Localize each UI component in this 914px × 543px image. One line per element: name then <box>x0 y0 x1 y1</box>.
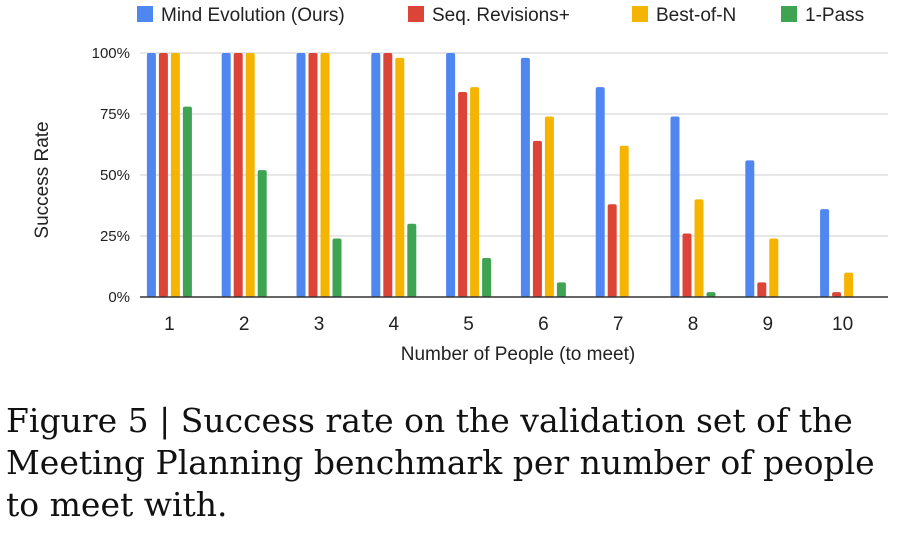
legend-swatch <box>408 6 424 22</box>
legend-swatch <box>137 6 153 22</box>
x-tick-label: 5 <box>463 314 474 335</box>
bar-seq-revisions--10 <box>832 292 842 297</box>
x-tick-label: 7 <box>613 314 624 335</box>
bar-mind-evolution-ours--4 <box>371 53 381 297</box>
bar-mind-evolution-ours--2 <box>221 53 231 297</box>
x-tick-label: 2 <box>239 314 250 335</box>
bar-best-of-n-7 <box>619 145 629 297</box>
bar-best-of-n-4 <box>395 57 405 297</box>
bar-mind-evolution-ours--10 <box>820 209 830 297</box>
bar-1-pass-8 <box>706 292 716 297</box>
x-tick-label: 8 <box>688 314 699 335</box>
bar-best-of-n-1 <box>170 53 180 297</box>
bar-mind-evolution-ours--6 <box>520 57 530 297</box>
figure-caption: Figure 5 | Success rate on the validatio… <box>6 400 911 526</box>
x-axis-title: Number of People (to meet) <box>401 344 635 365</box>
bar-1-pass-5 <box>482 257 492 297</box>
bar-1-pass-3 <box>332 238 342 297</box>
y-tick-label: 0% <box>108 289 130 306</box>
legend-label: 1-Pass <box>805 5 864 26</box>
bar-best-of-n-5 <box>470 87 480 297</box>
bar-mind-evolution-ours--8 <box>670 116 680 297</box>
bar-mind-evolution-ours--3 <box>296 53 306 297</box>
y-tick-label: 50% <box>100 167 130 184</box>
bar-mind-evolution-ours--7 <box>595 87 605 297</box>
x-tick-label: 10 <box>832 314 853 335</box>
x-tick-label: 1 <box>164 314 175 335</box>
legend-swatch <box>781 6 797 22</box>
bar-mind-evolution-ours--5 <box>446 53 456 297</box>
bar-best-of-n-9 <box>769 238 779 297</box>
legend-label: Best-of-N <box>656 5 736 26</box>
bar-seq-revisions--7 <box>607 204 617 297</box>
x-tick-label: 6 <box>538 314 549 335</box>
x-tick-label: 9 <box>763 314 774 335</box>
legend-swatch <box>632 6 648 22</box>
bar-mind-evolution-ours--1 <box>146 53 156 297</box>
bar-seq-revisions--2 <box>233 53 243 297</box>
bar-chart: 0% 25% 50% 75% 100% 1 2 3 4 5 6 7 8 9 10 Number of Peop… <box>32 5 888 365</box>
x-tick-label: 4 <box>389 314 400 335</box>
bar-1-pass-4 <box>407 223 417 297</box>
bar-seq-revisions--9 <box>757 282 767 297</box>
bar-best-of-n-6 <box>544 116 554 297</box>
bar-best-of-n-3 <box>320 53 330 297</box>
bar-best-of-n-8 <box>694 199 704 297</box>
bar-mind-evolution-ours--9 <box>745 160 755 297</box>
y-tick-label: 25% <box>100 228 130 245</box>
x-tick-label: 3 <box>314 314 325 335</box>
bar-best-of-n-10 <box>844 272 854 297</box>
bar-1-pass-2 <box>257 170 267 297</box>
y-tick-label: 100% <box>92 45 130 62</box>
bar-seq-revisions--6 <box>532 140 542 297</box>
y-tick-label: 75% <box>100 106 130 123</box>
legend-label: Mind Evolution (Ours) <box>161 5 345 26</box>
bar-seq-revisions--4 <box>383 53 393 297</box>
bar-1-pass-1 <box>182 106 192 298</box>
bar-seq-revisions--1 <box>158 53 168 297</box>
caption-text: Figure 5 | Success rate on the validatio… <box>6 401 875 524</box>
y-axis-title: Success Rate <box>32 121 53 238</box>
bar-seq-revisions--3 <box>308 53 318 297</box>
legend-label: Seq. Revisions+ <box>432 5 570 26</box>
bar-best-of-n-2 <box>245 53 255 297</box>
bar-seq-revisions--5 <box>458 92 468 297</box>
bar-1-pass-6 <box>556 282 566 297</box>
bar-seq-revisions--8 <box>682 233 692 297</box>
